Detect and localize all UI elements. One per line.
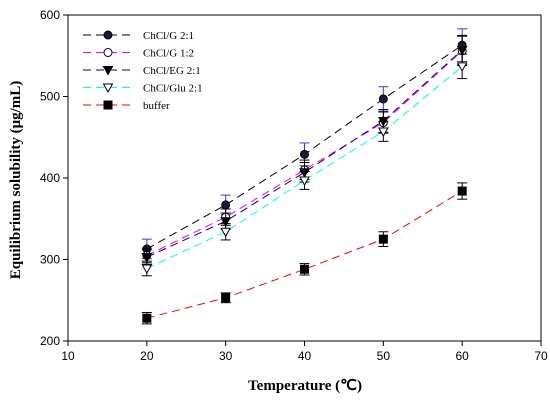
x-tick-label: 30 (219, 349, 233, 363)
x-axis-title: Temperature (℃) (248, 378, 362, 394)
x-tick-label: 60 (455, 349, 469, 363)
data-point (103, 48, 113, 57)
legend: ChCl/G 2:1 ChCl/G 1:2 ChCl/EG 2:1 ChCl/Glu … (83, 30, 203, 112)
x-tick-label: 50 (377, 349, 391, 363)
data-point (141, 264, 153, 274)
legend-item: buffer (83, 100, 170, 112)
data-point (300, 264, 309, 274)
data-point (456, 46, 468, 56)
series-line (146, 50, 463, 256)
x-tick-label: 20 (140, 349, 154, 363)
data-point (142, 313, 152, 323)
legend-item: ChCl/EG 2:1 (83, 65, 201, 77)
data-point (456, 62, 468, 72)
series-buffer (141, 182, 468, 325)
series-chcl-glu-2-1 (141, 53, 468, 277)
data-point (378, 94, 388, 104)
x-tick-label: 70 (534, 349, 548, 363)
data-point (102, 83, 114, 94)
legend-label: ChCl/EG 2:1 (143, 65, 201, 77)
legend-item: ChCl/Glu 2:1 (83, 83, 203, 95)
series-layer (141, 28, 468, 325)
y-axis-title: Equilibrium solubility (μg/mL) (8, 81, 24, 280)
data-point (141, 253, 153, 263)
data-point (300, 149, 309, 159)
data-point (103, 100, 113, 110)
y-tick-label: 300 (40, 253, 60, 267)
data-point (102, 66, 114, 76)
legend-item: ChCl/G 1:2 (83, 48, 194, 60)
series-chcl-g-2-1 (141, 28, 468, 260)
y-tick-label: 400 (40, 171, 60, 185)
y-axis: 200 300 400 500 600 (40, 8, 68, 348)
series-line (146, 65, 463, 269)
x-axis: 10 20 30 40 50 60 70 (61, 341, 548, 363)
data-point (221, 200, 231, 210)
data-point (457, 186, 467, 196)
x-tick-label: 40 (298, 349, 312, 363)
legend-label: ChCl/Glu 2:1 (143, 83, 203, 95)
legend-label: ChCl/G 1:2 (143, 48, 194, 60)
data-point (220, 227, 232, 238)
series-line (146, 49, 463, 258)
legend-item: ChCl/G 2:1 (83, 30, 194, 42)
y-tick-label: 200 (40, 334, 60, 348)
data-point (299, 176, 310, 186)
data-point (378, 234, 388, 244)
x-tick-label: 10 (61, 349, 75, 363)
data-point (377, 127, 389, 138)
data-point (220, 217, 232, 227)
series-line (146, 190, 463, 319)
y-tick-label: 600 (40, 8, 60, 22)
data-point (103, 30, 113, 40)
y-tick-label: 500 (40, 90, 60, 104)
data-point (221, 293, 231, 303)
legend-label: ChCl/G 2:1 (143, 30, 194, 42)
legend-label: buffer (143, 100, 170, 112)
